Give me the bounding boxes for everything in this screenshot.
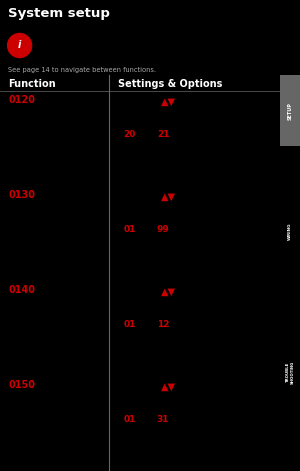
Text: 01: 01 — [123, 225, 136, 235]
Text: System setup: System setup — [8, 8, 110, 21]
Text: Settings & Options: Settings & Options — [118, 79, 222, 89]
Text: SETUP: SETUP — [287, 102, 292, 120]
Text: ▲▼: ▲▼ — [160, 287, 175, 297]
Text: ▲▼: ▲▼ — [160, 192, 175, 202]
Bar — [280, 198, 300, 264]
Text: See page 14 to navigate between functions.: See page 14 to navigate between function… — [8, 67, 156, 73]
Text: TROUBLE
SHOOTING: TROUBLE SHOOTING — [286, 360, 294, 384]
Text: 20: 20 — [123, 130, 136, 139]
Text: ▲▼: ▲▼ — [160, 97, 175, 107]
Text: 0150: 0150 — [8, 380, 35, 390]
Text: 99: 99 — [157, 225, 169, 235]
Text: WIRING: WIRING — [288, 222, 292, 240]
Ellipse shape — [8, 33, 31, 57]
Text: ▲▼: ▲▼ — [160, 382, 175, 392]
Text: 0120: 0120 — [8, 95, 35, 105]
Text: 01: 01 — [123, 320, 136, 329]
Text: 12: 12 — [157, 320, 169, 329]
Text: 21: 21 — [157, 130, 169, 139]
Text: 31: 31 — [157, 415, 169, 424]
Text: 0140: 0140 — [8, 285, 35, 295]
Text: 0130: 0130 — [8, 190, 35, 200]
Bar — [280, 75, 300, 146]
Text: Function: Function — [8, 79, 56, 89]
Text: 01: 01 — [123, 415, 136, 424]
Bar — [280, 320, 300, 424]
Text: i: i — [18, 41, 21, 50]
